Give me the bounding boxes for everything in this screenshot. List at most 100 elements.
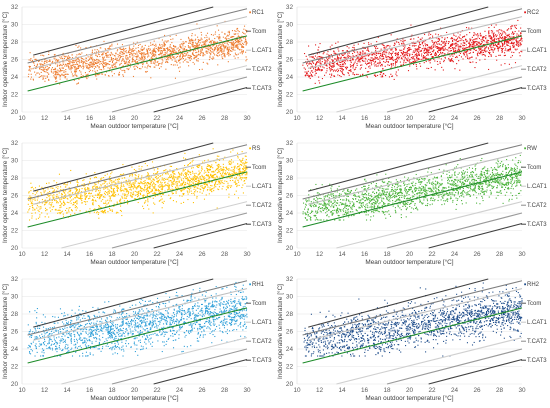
scatter-point [167, 186, 170, 188]
scatter-point [513, 38, 515, 40]
scatter-point [52, 62, 54, 64]
scatter-point [214, 181, 217, 183]
scatter-point [121, 214, 123, 217]
scatter-point [331, 74, 333, 76]
scatter-point [172, 56, 174, 58]
scatter-point [72, 64, 74, 66]
scatter-point [234, 46, 236, 48]
scatter-point [131, 49, 133, 51]
scatter-point [339, 64, 341, 66]
scatter-point [198, 154, 200, 156]
scatter-point [197, 184, 199, 186]
scatter-point [432, 56, 434, 58]
scatter-point [469, 43, 471, 45]
scatter-point [230, 151, 232, 153]
scatter-point [393, 78, 395, 80]
reference-line-tcom [302, 35, 523, 92]
scatter-point [360, 57, 362, 59]
scatter-point [243, 166, 245, 168]
scatter-point [387, 44, 389, 47]
scatter-point [49, 207, 51, 209]
scatter-point [468, 41, 470, 43]
scatter-point [97, 193, 99, 195]
scatter-point [97, 50, 100, 52]
scatter-point [442, 69, 444, 71]
scatter-point [318, 80, 320, 82]
scatter-point [230, 161, 232, 163]
scatter-point [453, 47, 456, 49]
scatter-point [181, 58, 183, 60]
scatter-point [464, 39, 467, 41]
scatter-point [409, 38, 411, 40]
scatter-point [110, 58, 112, 60]
scatter-point [162, 45, 164, 47]
scatter-point [390, 63, 392, 65]
scatter-point [152, 48, 154, 50]
scatter-point [130, 185, 132, 187]
scatter-point [152, 52, 154, 54]
scatter-point [506, 43, 508, 45]
scatter-point [228, 38, 230, 40]
scatter-point [182, 41, 184, 43]
scatter-point [198, 39, 200, 41]
scatter-point [74, 72, 76, 74]
scatter-point [100, 200, 102, 202]
scatter-point [184, 184, 186, 186]
scatter-point [139, 186, 142, 188]
scatter-point [372, 54, 374, 56]
scatter-point [339, 65, 341, 68]
scatter-point [150, 191, 152, 193]
scatter-point [129, 175, 131, 177]
scatter-point [374, 58, 376, 60]
scatter-point [310, 63, 312, 65]
scatter-point [65, 76, 67, 78]
scatter-point [163, 45, 165, 47]
scatter-point [187, 52, 189, 54]
scatter-point [72, 62, 74, 64]
scatter-point [161, 62, 163, 64]
scatter-point [336, 55, 339, 57]
scatter-point [142, 48, 144, 50]
scatter-point [154, 47, 156, 49]
scatter-point [411, 45, 413, 47]
scatter-point [77, 197, 79, 199]
scatter-point [205, 44, 207, 47]
scatter-point [374, 56, 376, 58]
scatter-point [107, 202, 109, 204]
scatter-point [146, 182, 148, 184]
scatter-point [310, 70, 312, 72]
scatter-point [414, 61, 416, 63]
scatter-point [87, 63, 90, 65]
scatter-point [391, 75, 393, 77]
scatter-point [499, 36, 501, 39]
scatter-point [320, 66, 322, 68]
scatter-point [193, 54, 195, 57]
scatter-point [419, 50, 421, 52]
scatter-point [470, 38, 472, 40]
scatter-point [133, 52, 135, 54]
scatter-point [104, 52, 107, 55]
scatter-point [110, 200, 112, 202]
scatter-point [479, 59, 481, 61]
scatter-point [488, 35, 490, 37]
scatter-point [83, 62, 85, 64]
scatter-point [395, 52, 397, 54]
reference-line-upper_1 [33, 16, 248, 69]
scatter-point [185, 184, 187, 186]
scatter-point [401, 58, 403, 60]
scatter-point [423, 47, 425, 49]
scatter-point [41, 63, 43, 66]
scatter-point [472, 46, 474, 48]
scatter-point [32, 209, 34, 211]
scatter-point [180, 47, 182, 49]
scatter-point [314, 69, 316, 71]
scatter-point [209, 177, 211, 179]
scatter-point [204, 180, 206, 182]
scatter-point [438, 39, 440, 41]
scatter-point [448, 57, 450, 59]
scatter-point [450, 60, 452, 62]
scatter-point [106, 203, 108, 205]
scatter-point [161, 179, 163, 181]
scatter-point [158, 50, 160, 52]
scatter-point [218, 36, 220, 38]
